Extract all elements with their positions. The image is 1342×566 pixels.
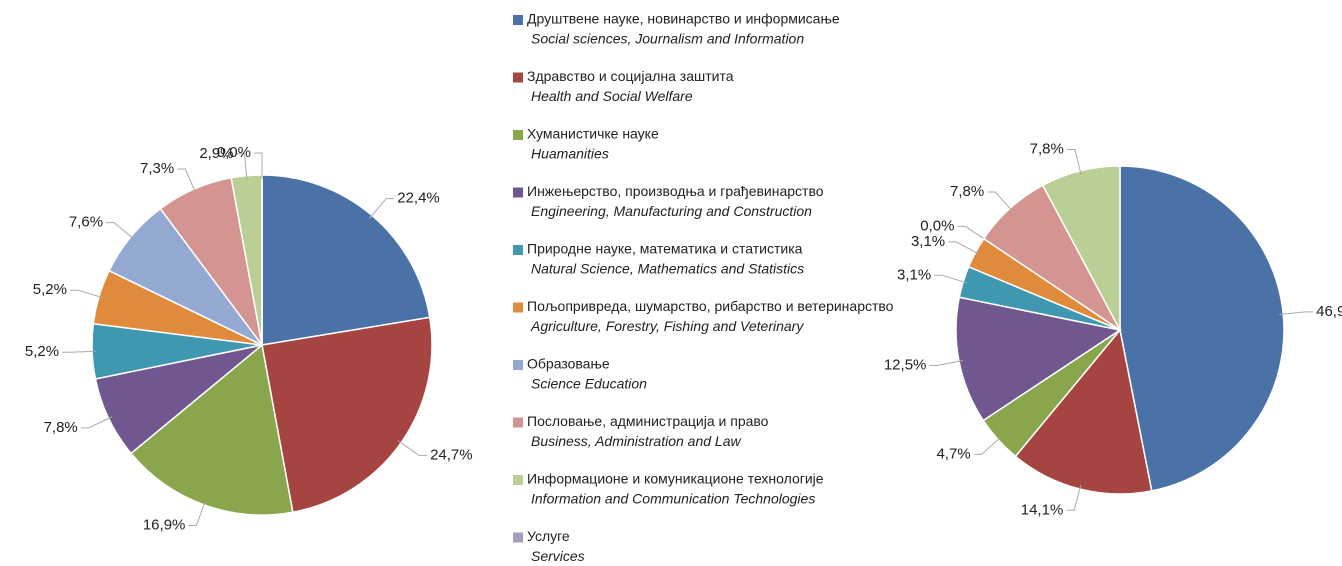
legend-swatch: [513, 130, 523, 140]
leader-line: [957, 225, 988, 242]
legend-swatch: [513, 187, 523, 198]
legend-swatch: [513, 15, 523, 25]
leader-line: [948, 241, 980, 255]
leader-line: [254, 152, 263, 179]
leader-line: [106, 222, 135, 240]
leader-line: [1279, 311, 1314, 315]
legend-swatch: [513, 475, 523, 485]
legend-label: Информационе и комуникационе технологије: [527, 471, 824, 487]
leader-line: [177, 168, 197, 194]
legend-label-en: Social sciences, Journalism and Informat…: [531, 31, 804, 47]
data-label: 7,8%: [1030, 141, 1064, 158]
legend-swatch: [513, 532, 523, 543]
legend-swatch: [513, 417, 523, 428]
data-label: 46,9%: [1316, 303, 1342, 320]
data-label: 0,0%: [920, 217, 954, 234]
data-label: 14,1%: [1021, 501, 1064, 518]
legend-label: Друштвене науке, новинарство и информиса…: [527, 11, 840, 27]
leader-line: [80, 416, 113, 429]
legend-swatch: [513, 72, 523, 83]
legend-label-en: Science Education: [531, 376, 647, 392]
leader-line: [69, 289, 104, 299]
data-label: 12,5%: [884, 356, 927, 373]
pie-slice: [1119, 165, 1285, 492]
leader-line: [236, 153, 248, 180]
legend-label-en: Natural Science, Mathematics and Statist…: [531, 261, 804, 277]
leader-line: [1066, 149, 1082, 175]
data-label: 5,2%: [33, 281, 67, 298]
legend-label-en: Services: [531, 548, 585, 564]
leader-line: [1066, 484, 1082, 511]
legend-label: Хуманистичке науке: [527, 126, 659, 142]
data-label: 5,2%: [25, 343, 59, 360]
legend-label-en: Business, Administration and Law: [531, 433, 741, 449]
legend-swatch: [513, 302, 523, 313]
data-label: 7,8%: [44, 419, 78, 436]
leader-line: [987, 191, 1014, 212]
data-label: 24,7%: [430, 446, 473, 463]
legend-label-en: Agriculture, Forestry, Fishing and Veter…: [530, 318, 804, 334]
legend-label-en: Engineering, Manufacturing and Construct…: [531, 203, 812, 219]
legend-swatch: [513, 360, 523, 370]
legend-label: Природне науке, математика и статистика: [527, 241, 803, 257]
leader-line: [973, 436, 1002, 455]
leader-line: [929, 359, 964, 366]
legend-label-en: Huamanities: [531, 146, 609, 162]
legend-label-en: Information and Communication Technologi…: [531, 491, 815, 507]
legend-label: Пољопривреда, шумарство, рибарство и вет…: [527, 298, 894, 314]
leader-line: [934, 274, 968, 284]
legend-label: Услуге: [527, 528, 570, 544]
leader-line: [397, 440, 428, 456]
data-label: 2,9%: [199, 145, 233, 162]
data-label: 4,7%: [936, 445, 970, 462]
legend-label: Образовање: [527, 356, 610, 372]
data-label: 16,9%: [143, 516, 186, 533]
data-label: 22,4%: [397, 190, 440, 207]
legend-label: Пословање, администрација и право: [527, 413, 769, 429]
legend-swatch: [513, 245, 523, 255]
data-label: 3,1%: [897, 266, 931, 283]
leader-line: [62, 350, 97, 353]
leader-line: [188, 500, 206, 526]
data-label: 3,1%: [911, 233, 945, 250]
data-label: 7,3%: [140, 160, 174, 177]
legend-label: Здравство и социјална заштита: [527, 68, 734, 84]
leader-line: [369, 198, 395, 219]
data-label: 0,0%: [217, 144, 251, 161]
legend-label: Инжењерство, производња и грађевинарство: [527, 183, 824, 199]
data-label: 7,6%: [69, 214, 103, 231]
data-label: 7,8%: [950, 183, 984, 200]
legend-label-en: Health and Social Welfare: [531, 88, 693, 104]
